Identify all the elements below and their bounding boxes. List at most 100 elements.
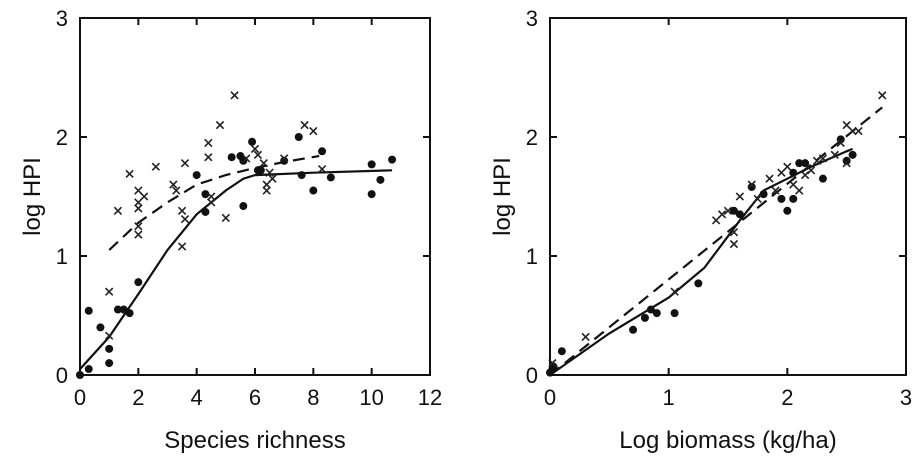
data-point-cross <box>259 159 268 168</box>
data-point-cross <box>177 206 187 215</box>
data-point-dot <box>735 210 744 219</box>
x-tick-label: 0 <box>544 385 556 410</box>
plot-frame <box>79 17 431 376</box>
data-point-dot <box>201 207 210 216</box>
data-point-dot <box>297 171 306 180</box>
y-tick-label: 1 <box>56 244 68 269</box>
data-point-cross <box>309 126 318 136</box>
data-point-dot <box>789 168 798 177</box>
data-point-dot <box>729 206 738 215</box>
data-point-dot <box>842 156 851 165</box>
data-point-dot <box>280 156 289 165</box>
fit-line-solid <box>549 147 854 376</box>
data-point-cross <box>265 168 274 177</box>
data-point-dot <box>125 309 134 318</box>
data-point-cross <box>818 154 828 163</box>
data-point-dot <box>294 133 303 141</box>
data-point-cross <box>747 180 756 189</box>
fit-line-solid <box>79 169 393 370</box>
data-point-dot <box>747 182 756 191</box>
data-point-dot <box>652 309 661 318</box>
x-tick-label: 0 <box>74 385 86 410</box>
y-tick-label: 2 <box>526 125 538 150</box>
data-point-dot <box>201 190 210 199</box>
data-point-cross <box>854 126 863 136</box>
data-point-cross <box>230 91 239 100</box>
x-tick-label: 1 <box>663 385 675 410</box>
data-point-cross <box>125 169 134 179</box>
data-point-dot <box>318 147 327 156</box>
data-point-dot <box>239 202 248 211</box>
data-point-dot <box>248 137 257 146</box>
data-point-cross <box>221 213 230 223</box>
x-tick-label: 12 <box>418 385 442 410</box>
data-point-dot <box>119 305 128 314</box>
data-point-dot <box>376 175 385 184</box>
data-point-cross <box>262 186 271 195</box>
data-point-cross <box>735 192 745 201</box>
data-point-cross <box>830 150 839 160</box>
y-tick-label: 0 <box>526 363 538 388</box>
data-point-cross <box>180 214 190 224</box>
data-point-cross <box>134 230 143 239</box>
data-point-cross <box>800 170 810 180</box>
data-point-dot <box>367 160 376 169</box>
data-point-cross <box>848 126 857 136</box>
data-point-dot <box>694 279 703 288</box>
data-point-cross <box>204 138 213 148</box>
data-point-cross <box>729 239 739 249</box>
data-point-dot <box>105 344 114 353</box>
chart-panel-log-biomass: 0 1 2 3 0 1 2 3 Log biomass (kg/ha) log HPI <box>489 6 912 454</box>
data-point-cross <box>113 206 123 215</box>
x-tick-label: 4 <box>191 385 203 410</box>
data-point-dot <box>557 347 566 356</box>
data-point-cross <box>670 287 679 296</box>
data-point-cross <box>105 287 114 296</box>
data-point-cross <box>836 138 845 148</box>
data-point-cross <box>765 174 774 183</box>
x-axis-title: Log biomass (kg/ha) <box>619 427 836 454</box>
fit-line-dashed <box>549 106 883 376</box>
data-point-cross <box>548 358 557 368</box>
y-tick-label: 3 <box>56 6 68 31</box>
data-point-cross <box>753 194 762 204</box>
data-point-dot <box>113 305 122 314</box>
fit-line-dashed <box>108 154 320 251</box>
x-tick-label: 2 <box>132 385 144 410</box>
data-point-dot <box>388 155 397 164</box>
plot-frame <box>549 17 907 376</box>
data-point-cross <box>729 228 739 237</box>
data-point-cross <box>250 144 260 154</box>
data-point-cross <box>204 153 213 162</box>
x-axis-title: Species richness <box>164 427 345 454</box>
data-point-dot <box>777 194 786 203</box>
data-point-cross <box>795 186 804 195</box>
data-point-cross <box>169 180 178 189</box>
y-axis-title: log HPI <box>489 157 516 236</box>
data-point-dot <box>670 309 679 318</box>
data-point-dot <box>629 325 638 334</box>
data-point-cross <box>280 154 289 163</box>
data-point-dot <box>646 305 655 314</box>
data-point-dot <box>134 278 143 287</box>
x-tick-label: 6 <box>249 385 261 410</box>
data-point-dot <box>783 206 792 215</box>
data-point-cross <box>177 242 187 251</box>
data-point-dot <box>326 173 335 182</box>
data-point-dot <box>256 166 265 175</box>
data-point-cross <box>878 91 887 100</box>
data-point-cross <box>172 186 181 195</box>
data-point-cross <box>242 154 251 163</box>
data-point-dot <box>84 365 93 374</box>
data-point-cross <box>151 162 160 171</box>
data-point-cross <box>180 159 190 168</box>
x-tick-label: 2 <box>781 385 793 410</box>
data-point-dot <box>848 150 857 159</box>
data-point-dot <box>227 153 236 162</box>
x-tick-label: 10 <box>359 385 383 410</box>
data-point-dot <box>801 159 810 168</box>
data-point-cross <box>842 159 851 168</box>
data-point-dot <box>84 306 93 315</box>
x-tick-label: 3 <box>900 385 912 410</box>
